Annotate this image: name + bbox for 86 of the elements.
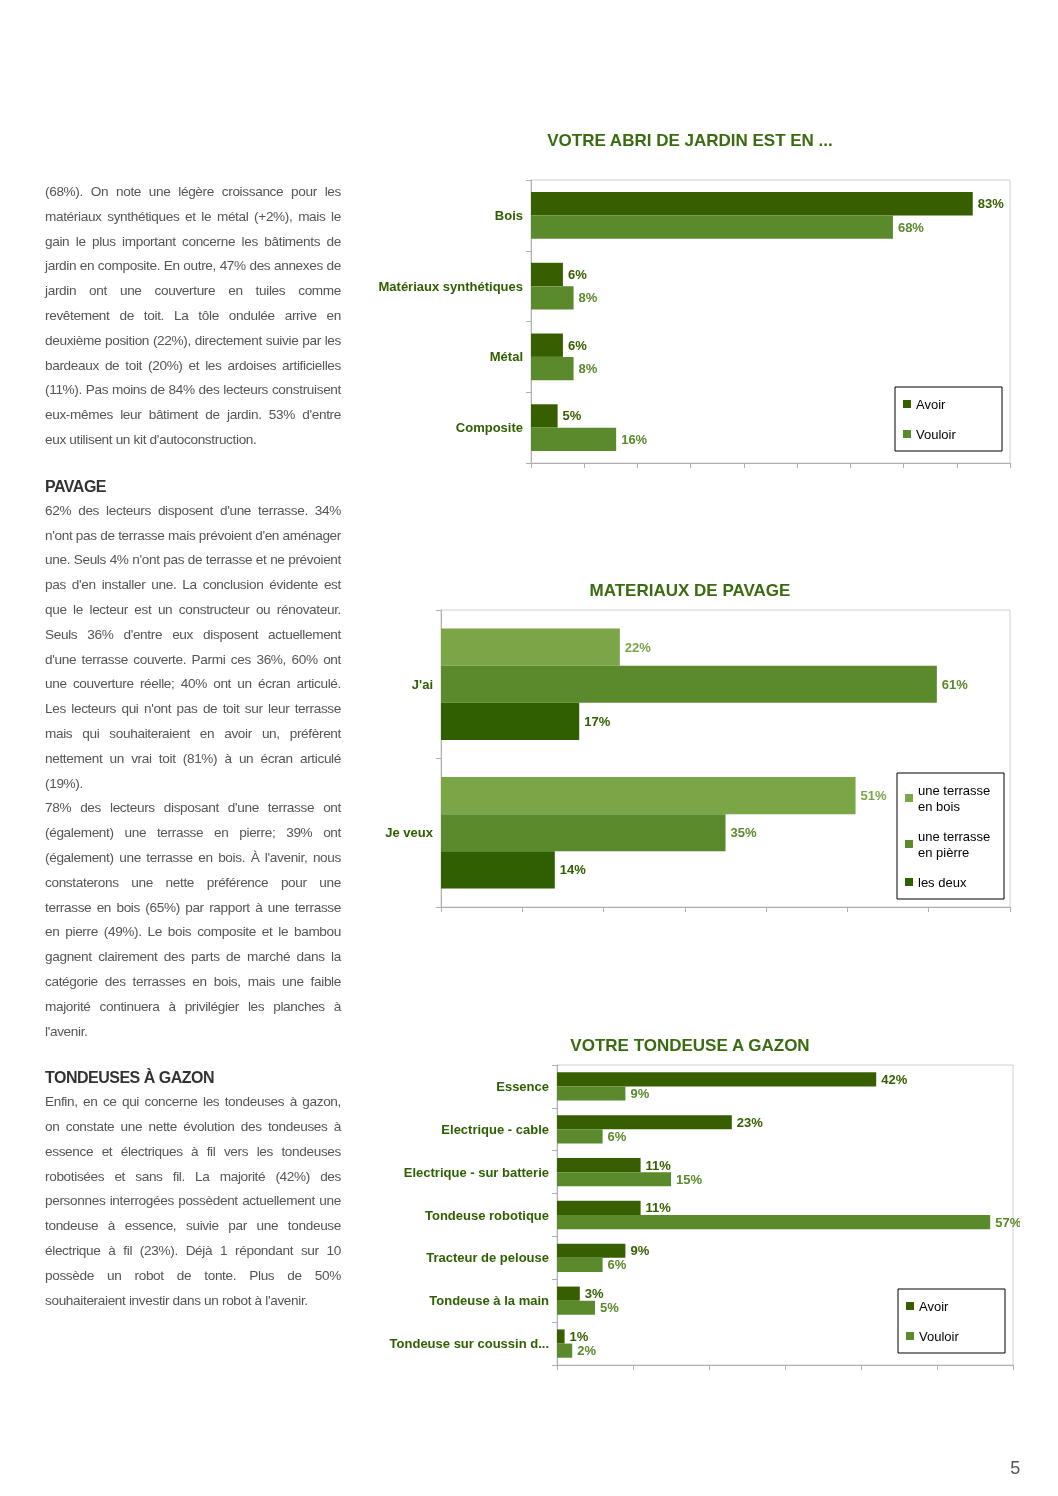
bar xyxy=(441,628,620,666)
bar xyxy=(531,404,558,428)
bar xyxy=(557,1072,877,1087)
data-label: 6% xyxy=(567,266,588,282)
text: 62% des lecteurs disposent d'une terrasse. 34% n'ont pas de terrasse mais prévoient d'en aménager une. Seuls 4% n'ont pas de terrasse et ne prévoient pas d'en installer une. La conclusion évidente est que le lecteur est un constructeur ou rénovateur. Seuls 36% d'entre eux disposent actuellement d'une terrasse couverte. Parmi ces 36%, 60% ont une couverture réelle; 40% ont un écran articulé. Les lecteurs qui n'ont pas de toit sur leur terrasse mais qui souhaiteraient en avoir un, préfèrent nettement un vrai toit (81%) à un écran articulé (19%). xyxy=(45,502,341,791)
data-label: 11% xyxy=(645,1157,672,1173)
bar xyxy=(557,1257,603,1272)
data-label: 42% xyxy=(881,1071,908,1087)
bar xyxy=(441,814,726,852)
bar xyxy=(557,1286,580,1301)
data-label: 68% xyxy=(897,219,925,235)
data-label: 22% xyxy=(624,639,652,655)
bar xyxy=(531,215,893,239)
legend-label: Avoir xyxy=(919,1298,950,1314)
chart-title: MATERIAUX DE PAVAGE xyxy=(589,581,791,600)
legend-label: Avoir xyxy=(916,396,947,412)
y-tick-label: Tondeuse robotique xyxy=(425,1207,549,1223)
data-label: 61% xyxy=(941,676,969,692)
bar xyxy=(557,1300,595,1315)
data-label: 14% xyxy=(559,862,587,878)
data-label: 11% xyxy=(645,1200,672,1216)
data-label: 51% xyxy=(860,788,888,804)
y-tick-label: Tondeuse à la main xyxy=(429,1293,550,1309)
y-tick-label: Essence xyxy=(496,1078,549,1094)
data-label: 15% xyxy=(676,1171,703,1187)
text: 5 xyxy=(1009,1457,1020,1480)
text: PAVAGE xyxy=(45,476,107,497)
data-label: 3% xyxy=(584,1286,605,1302)
legend-label: une terrasse en bois xyxy=(918,782,994,814)
data-label: 6% xyxy=(567,337,588,353)
chart-title: VOTRE ABRI DE JARDIN EST EN ... xyxy=(547,131,833,150)
data-label: 1% xyxy=(569,1329,589,1344)
text: 78% des lecteurs disposant d'une terrasse ont (également) une terrasse en pierre; 39% ont (également) une terrasse en bois. À l'avenir, nous constaterons une nette préférence pour une terrasse en bois (65%) par rapport à une terrasse en pierre (49%). Le bois composite et le bambou gagnent clairement des parts de marché dans la catégorie des terrasses en bois, mais une faible majorité continuera à privilégier les planches à l'avenir. xyxy=(45,800,341,1039)
bar xyxy=(557,1215,991,1230)
bar xyxy=(531,262,563,287)
chart-title: VOTRE TONDEUSE A GAZON xyxy=(570,1036,810,1055)
y-tick-label: Electrique - sur batterie xyxy=(403,1164,549,1180)
legend-label: une terrasse en pièrre xyxy=(918,828,994,860)
bar xyxy=(531,192,973,216)
legend-label: Vouloir xyxy=(919,1328,960,1344)
data-label: 57% xyxy=(995,1214,1022,1230)
data-label: 9% xyxy=(630,1243,650,1259)
bar xyxy=(557,1172,671,1187)
data-label: 35% xyxy=(730,825,757,841)
data-label: 8% xyxy=(578,290,598,306)
data-label: 5% xyxy=(562,408,582,424)
bar xyxy=(557,1158,641,1173)
bar xyxy=(557,1200,641,1215)
data-label: 9% xyxy=(630,1086,650,1101)
y-tick-label: Tondeuse sur coussin d... xyxy=(389,1336,549,1352)
y-tick-label: Tracteur de pelouse xyxy=(426,1250,549,1266)
y-tick-label: Bois xyxy=(494,207,523,223)
data-label: 17% xyxy=(584,713,611,729)
bar xyxy=(557,1243,626,1258)
y-tick-label: Métal xyxy=(489,349,523,365)
text: (68%). On note une légère croissance pour les matériaux synthétiques et le métal (+2%), mais le gain le plus important concerne les bâtiments de jardin en composite. En outre, 47% des annexes de jardin ont une couverture en tuiles comme revêtement de toit. La tôle ondulée arrive en deuxième position (22%), directement suivie par les bardeaux de toit (20%) et les ardoises artificielles (11%). Pas moins de 84% des lecteurs construisent eux-mêmes leur bâtiment de jardin. 53% d'entre eux utilisent un kit d'autoconstruction. xyxy=(45,184,341,447)
bar xyxy=(441,851,555,889)
text: TONDEUSES À GAZON xyxy=(45,1067,215,1089)
data-label: 6% xyxy=(607,1257,627,1273)
data-label: 23% xyxy=(736,1114,764,1130)
bar xyxy=(441,777,856,815)
y-tick-label: Electrique - cable xyxy=(441,1121,549,1137)
bar xyxy=(531,333,563,357)
text: Enfin, en ce qui concerne les tondeuses à gazon, on constate une nette évolution des tondeuses à essence et électriques à fil vers les tondeuses robotisées et sans fil. La majorité (42%) des personnes interrogées possèdent actuellement une tondeuse à essence, suivie par une tondeuse électrique à fil (23%). Déjà 1 répondant sur 10 possède un robot de tonte. Plus de 50% souhaiteraient investir dans un robot à l'avenir. xyxy=(45,1094,341,1308)
y-tick-label: J'ai xyxy=(411,676,433,692)
bar xyxy=(441,702,580,740)
data-label: 8% xyxy=(578,361,598,377)
y-tick-label: Matériaux synthétiques xyxy=(378,278,523,294)
bar xyxy=(557,1115,732,1130)
data-label: 5% xyxy=(600,1300,620,1316)
legend-label: les deux xyxy=(918,874,967,890)
bar xyxy=(531,356,574,381)
y-tick-label: Composite xyxy=(455,420,523,436)
bar xyxy=(531,286,574,310)
bar xyxy=(557,1129,603,1144)
data-label: 2% xyxy=(577,1343,597,1359)
data-label: 6% xyxy=(607,1128,627,1144)
data-label: 16% xyxy=(621,431,648,447)
bar xyxy=(557,1329,565,1344)
legend-label: Vouloir xyxy=(916,426,957,442)
bar xyxy=(557,1086,626,1101)
bar xyxy=(441,665,937,703)
y-tick-label: Je veux xyxy=(385,825,434,841)
bar xyxy=(531,427,617,451)
bar xyxy=(557,1343,573,1358)
data-label: 83% xyxy=(977,196,1005,212)
